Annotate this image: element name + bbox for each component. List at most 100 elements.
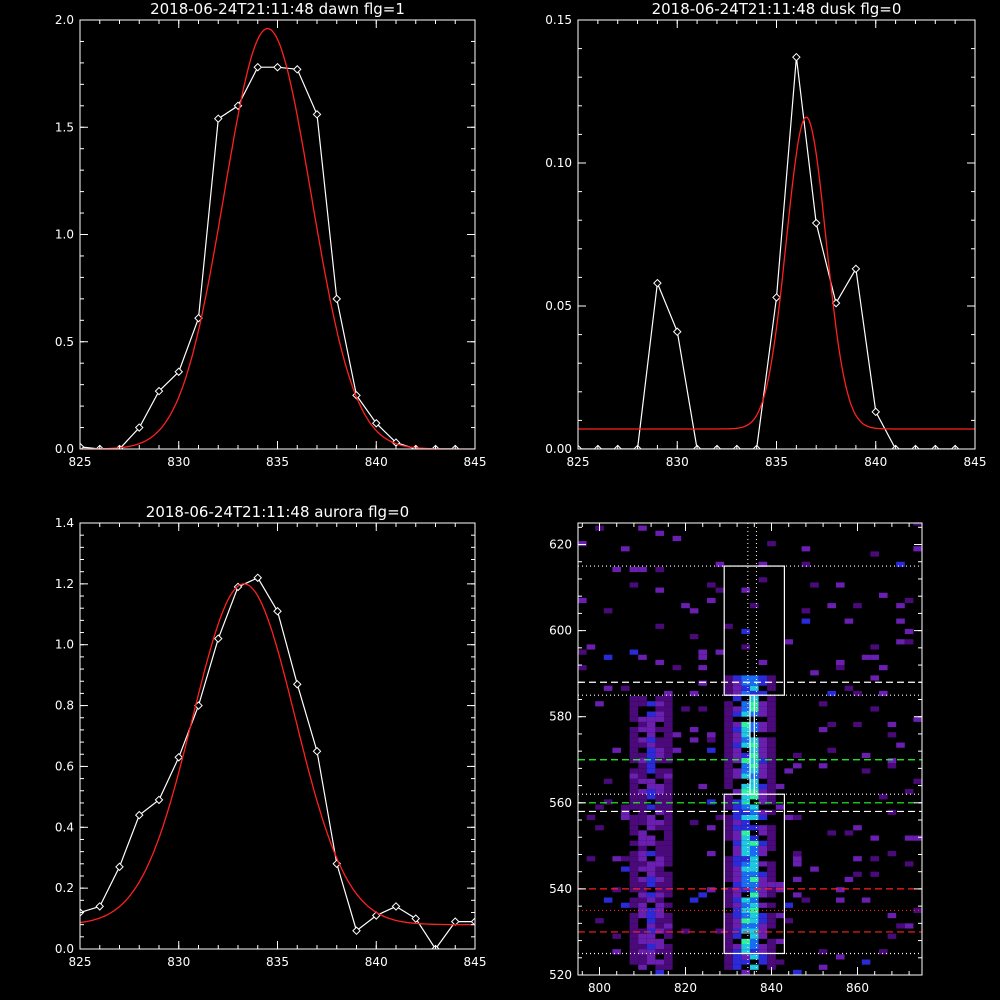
heatmap-cell <box>698 892 707 898</box>
heatmap-cell <box>758 706 768 712</box>
heatmap-cell <box>638 887 647 893</box>
heatmap-cell <box>715 814 725 821</box>
heatmap-cell <box>646 825 656 831</box>
heatmap-cell <box>646 959 656 965</box>
heatmap-cell <box>767 727 776 733</box>
heatmap-cell <box>629 949 639 955</box>
heatmap-cell <box>827 603 836 609</box>
heatmap-cell <box>638 758 647 764</box>
heatmap-cell <box>655 923 664 929</box>
heatmap-cell <box>758 680 768 686</box>
heatmap-cell <box>715 561 725 567</box>
heatmap-cell <box>664 913 673 919</box>
heatmap-cell <box>732 892 742 898</box>
heatmap-cell <box>732 804 742 810</box>
heatmap-cell <box>732 887 742 893</box>
heatmap-cell <box>638 799 647 805</box>
heatmap-cell <box>836 659 845 666</box>
heatmap-cell <box>629 799 639 805</box>
heatmap-cell <box>767 747 776 753</box>
heatmap-cell <box>724 825 733 831</box>
heatmap-cell <box>646 907 656 914</box>
data-point <box>371 418 381 428</box>
data-point <box>154 795 164 805</box>
heatmap-cell <box>741 938 750 945</box>
heatmap-cell <box>724 964 733 970</box>
heatmap-cell <box>758 887 768 893</box>
chart-title: 2018-06-24T21:11:48 dawn flg=1 <box>150 0 405 18</box>
data-point <box>292 679 302 689</box>
heatmap-cell <box>638 742 647 748</box>
heatmap-cell <box>664 964 673 970</box>
heatmap-cell <box>638 721 647 728</box>
heatmap-cell <box>801 618 811 624</box>
heatmap-cell <box>724 938 733 945</box>
heatmap-cell <box>655 969 664 975</box>
heatmap-cell <box>629 778 639 784</box>
heatmap-cell <box>732 856 742 862</box>
heatmap-cell <box>741 959 750 965</box>
heatmap-cell <box>724 721 733 728</box>
heatmap-cell <box>758 892 768 898</box>
heatmap-cell <box>793 969 802 975</box>
chart-title: 2018-06-24T21:11:48 dusk flg=0 <box>652 0 902 18</box>
heatmap-cell <box>629 747 639 753</box>
heatmap-cell <box>887 763 897 769</box>
heatmap-cell <box>655 876 664 883</box>
heatmap-cell <box>732 690 742 697</box>
heatmap-cell <box>732 727 742 733</box>
heatmap-cell <box>741 809 750 815</box>
heatmap-cell <box>655 752 664 759</box>
y-tick-label: 1.0 <box>55 638 74 652</box>
heatmap-cell <box>715 928 725 934</box>
heatmap-cell <box>646 804 656 810</box>
heatmap-cell <box>775 882 785 888</box>
heatmap-cell <box>758 768 768 774</box>
heatmap-cell <box>724 794 733 800</box>
heatmap-cell <box>629 959 639 965</box>
data-point <box>578 444 583 449</box>
heatmap-cell <box>767 763 776 769</box>
heatmap-cell <box>767 809 776 815</box>
heatmap-cell <box>638 654 647 660</box>
heatmap-cell <box>750 825 759 831</box>
data-line <box>80 66 456 449</box>
heatmap-cell <box>741 732 750 738</box>
heatmap-cell <box>664 944 673 950</box>
heatmap-cell <box>638 701 647 707</box>
heatmap-cell <box>724 675 733 681</box>
heatmap-cell <box>638 794 647 800</box>
heatmap-cell <box>758 690 768 697</box>
heatmap-cell <box>904 789 914 795</box>
heatmap-cell <box>655 959 664 965</box>
heatmap-cell <box>904 923 914 929</box>
heatmap-cell <box>741 907 750 914</box>
heatmap-cell <box>707 597 716 604</box>
heatmap-cell <box>741 949 750 955</box>
heatmap-cell <box>646 876 656 883</box>
heatmap-cell <box>646 954 656 960</box>
heatmap-cell <box>698 649 707 655</box>
data-point <box>871 407 881 417</box>
heatmap-cell <box>646 851 656 857</box>
heatmap-cell <box>646 783 656 790</box>
heatmap-cell <box>732 721 742 728</box>
heatmap-cell <box>724 830 733 836</box>
heatmap-cell <box>750 887 759 893</box>
fit-curve <box>578 116 975 430</box>
heatmap-cell <box>758 876 768 883</box>
heatmap-cell <box>758 928 768 934</box>
heatmap-cell <box>655 804 664 810</box>
data-point <box>653 278 662 288</box>
heatmap-cell <box>732 768 742 774</box>
heatmap-cell <box>801 608 811 614</box>
heatmap-cell <box>732 913 742 919</box>
heatmap-cell <box>603 799 613 805</box>
heatmap-cell <box>758 758 768 764</box>
heatmap-cell <box>655 659 664 666</box>
data-point <box>772 293 781 302</box>
heatmap-cell <box>646 737 656 743</box>
heatmap-cell <box>732 696 742 702</box>
heatmap-cell <box>664 876 673 883</box>
heatmap-cell <box>655 928 664 934</box>
